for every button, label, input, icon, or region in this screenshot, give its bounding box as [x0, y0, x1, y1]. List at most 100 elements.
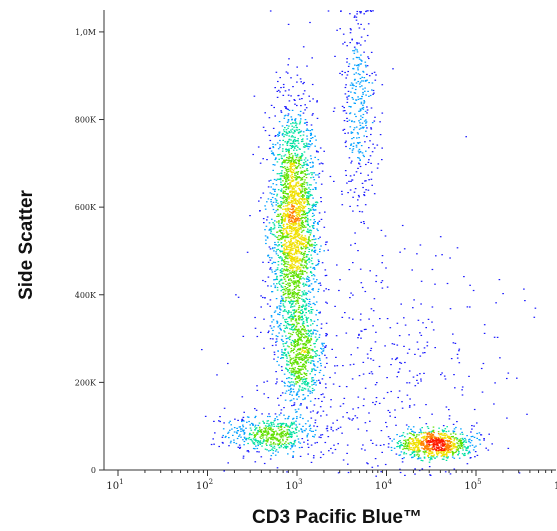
- data-point: [282, 184, 284, 186]
- data-point: [412, 431, 415, 433]
- data-point: [298, 385, 301, 387]
- data-point: [281, 257, 283, 259]
- data-point: [307, 388, 310, 390]
- data-point: [314, 374, 316, 376]
- data-point: [284, 114, 287, 116]
- data-point: [451, 456, 454, 458]
- data-point: [285, 355, 288, 357]
- data-point: [268, 432, 270, 434]
- data-point: [274, 279, 276, 281]
- data-point: [293, 257, 296, 259]
- data-point: [301, 348, 303, 350]
- data-point: [298, 365, 301, 367]
- data-point: [417, 451, 419, 453]
- data-point: [313, 455, 315, 457]
- data-point: [269, 305, 271, 307]
- data-point: [347, 132, 349, 134]
- data-point: [286, 252, 288, 254]
- data-point: [358, 27, 361, 29]
- data-point: [288, 246, 290, 249]
- data-point: [366, 353, 369, 355]
- data-point: [297, 298, 299, 300]
- data-point: [403, 453, 405, 455]
- data-point: [276, 307, 278, 309]
- data-point: [297, 276, 299, 278]
- data-point: [287, 316, 290, 319]
- data-point: [285, 229, 287, 231]
- data-point: [290, 244, 293, 246]
- data-point: [441, 254, 443, 256]
- data-point: [296, 398, 298, 400]
- data-point: [300, 247, 302, 249]
- data-point: [300, 309, 302, 311]
- data-point: [298, 270, 301, 273]
- data-point: [292, 188, 294, 190]
- data-point: [449, 438, 452, 440]
- data-point: [323, 396, 326, 398]
- data-point: [281, 245, 283, 248]
- data-point: [351, 87, 354, 89]
- data-point: [290, 303, 293, 305]
- data-point: [292, 221, 294, 223]
- data-point: [449, 449, 452, 451]
- data-point: [360, 127, 362, 129]
- data-point: [353, 73, 356, 75]
- data-point: [254, 461, 257, 463]
- data-point: [283, 259, 286, 261]
- data-point: [452, 444, 455, 446]
- data-point: [302, 267, 305, 269]
- data-point: [315, 203, 317, 206]
- data-point: [326, 430, 329, 432]
- data-point: [275, 344, 277, 346]
- data-point: [296, 177, 299, 179]
- data-point: [295, 126, 298, 128]
- data-point: [234, 418, 236, 420]
- data-point: [301, 195, 303, 197]
- data-point: [280, 260, 283, 262]
- data-point: [294, 147, 296, 149]
- data-point: [292, 301, 295, 303]
- data-point: [442, 453, 445, 455]
- data-point: [471, 444, 474, 446]
- data-point: [283, 196, 285, 198]
- data-point: [270, 422, 272, 424]
- data-point: [308, 203, 310, 205]
- data-point: [303, 383, 306, 385]
- data-point: [280, 87, 282, 89]
- data-point: [346, 412, 348, 414]
- data-point: [302, 398, 304, 401]
- data-point: [371, 184, 373, 186]
- data-point: [424, 352, 426, 354]
- data-point: [291, 261, 294, 263]
- data-point: [294, 192, 296, 194]
- data-point: [267, 331, 269, 334]
- data-point: [306, 298, 309, 300]
- data-point: [296, 209, 298, 211]
- data-point: [297, 249, 299, 251]
- data-point: [297, 333, 300, 335]
- data-point: [289, 241, 292, 243]
- data-point: [405, 442, 408, 444]
- data-point: [431, 444, 433, 446]
- data-point: [427, 436, 430, 438]
- data-point: [306, 204, 309, 206]
- data-point: [284, 134, 286, 136]
- data-point: [305, 163, 307, 165]
- data-point: [276, 360, 278, 363]
- data-point: [274, 286, 276, 289]
- data-point: [419, 450, 422, 452]
- data-point: [268, 330, 270, 332]
- data-point: [295, 357, 297, 359]
- data-point: [286, 142, 289, 144]
- data-point: [291, 424, 293, 426]
- data-point: [446, 426, 448, 428]
- data-point: [290, 217, 292, 219]
- data-point: [288, 429, 290, 431]
- data-point: [338, 385, 341, 387]
- data-point: [313, 219, 316, 221]
- data-point: [322, 393, 324, 395]
- data-point: [280, 357, 282, 359]
- data-point: [279, 251, 282, 253]
- data-point: [349, 113, 351, 115]
- data-point: [303, 183, 306, 185]
